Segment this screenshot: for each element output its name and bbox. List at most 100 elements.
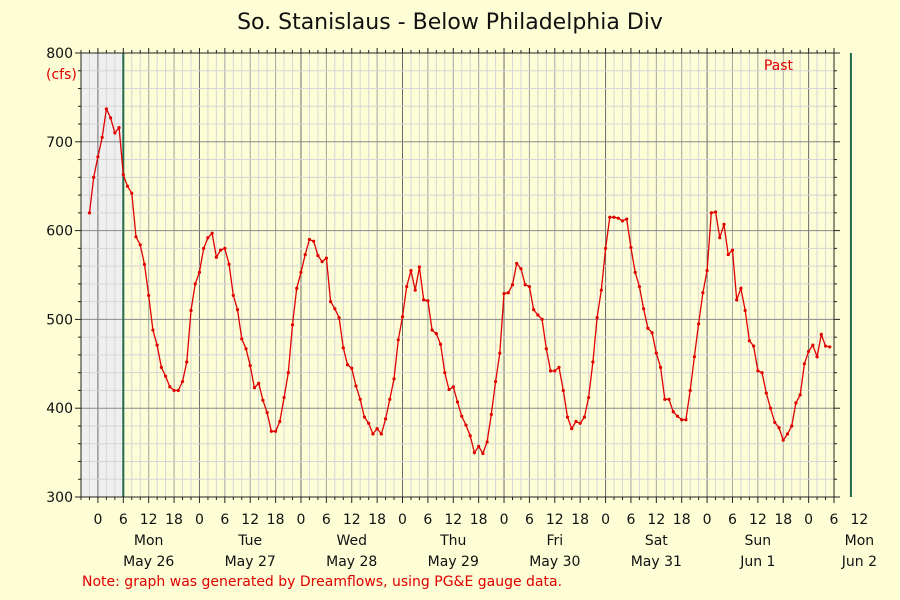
x-hour-label: 6 <box>423 512 432 528</box>
x-day-label: Thu <box>439 533 466 549</box>
data-point <box>388 397 392 401</box>
x-date-label: May 27 <box>225 554 276 570</box>
data-point <box>278 419 282 424</box>
data-point <box>773 420 777 425</box>
data-point <box>489 412 493 417</box>
data-point <box>481 451 485 456</box>
x-hour-label: 6 <box>220 512 229 528</box>
y-tick-label: 800 <box>46 46 73 62</box>
x-hour-label: 18 <box>774 512 792 528</box>
data-point <box>802 362 806 366</box>
x-hour-label: 18 <box>571 512 589 528</box>
data-point <box>591 360 595 364</box>
data-point <box>472 451 477 455</box>
data-point <box>413 288 417 292</box>
data-point <box>455 400 460 404</box>
data-point <box>684 418 688 422</box>
chart-title: So. Stanislaus - Below Philadelphia Div <box>237 10 663 35</box>
data-point <box>468 434 472 438</box>
x-hour-label: 0 <box>804 512 813 528</box>
data-point <box>134 235 138 239</box>
data-point <box>227 262 231 266</box>
x-hour-label: 0 <box>398 512 407 528</box>
data-point <box>502 292 506 296</box>
data-point <box>730 248 735 252</box>
footnote: Note: graph was generated by Dreamflows,… <box>82 574 563 590</box>
data-point <box>358 397 362 401</box>
data-point <box>574 419 578 424</box>
data-point <box>383 417 388 421</box>
data-point <box>561 388 565 393</box>
data-point <box>400 315 405 319</box>
data-point <box>443 371 447 375</box>
x-date-label: May 31 <box>631 554 682 570</box>
data-point <box>798 393 802 397</box>
data-point <box>96 155 100 159</box>
data-point <box>815 355 819 359</box>
data-point <box>510 283 515 287</box>
data-point <box>642 307 646 311</box>
data-point <box>147 293 151 298</box>
data-point <box>426 299 430 303</box>
x-day-label: Wed <box>336 533 367 549</box>
data-point <box>219 248 223 252</box>
data-point <box>612 215 616 219</box>
x-hour-label: 6 <box>322 512 331 528</box>
x-day-label: Sat <box>645 533 668 549</box>
data-point <box>620 219 625 223</box>
data-point <box>493 379 498 384</box>
data-point <box>819 332 823 337</box>
data-point <box>109 116 113 120</box>
data-point <box>180 379 185 384</box>
x-hour-label: 12 <box>647 512 665 528</box>
data-point <box>460 414 464 418</box>
data-point <box>553 369 557 373</box>
data-point <box>671 410 675 414</box>
period-markers <box>122 53 852 497</box>
data-point <box>768 406 773 410</box>
data-point <box>345 363 350 367</box>
series-group <box>87 106 832 456</box>
data-point <box>519 267 523 271</box>
x-hour-label: 0 <box>93 512 102 528</box>
shaded-regions <box>81 53 124 497</box>
x-day-label: Tue <box>237 533 262 549</box>
data-point <box>354 384 358 388</box>
data-point <box>193 282 197 286</box>
y-tick-label: 300 <box>46 490 73 506</box>
grid-lines <box>80 52 835 498</box>
data-point <box>650 331 654 335</box>
data-point <box>214 255 218 259</box>
data-point <box>328 300 333 304</box>
data-point <box>113 131 117 135</box>
data-point <box>608 215 612 219</box>
data-point <box>790 424 794 428</box>
data-point <box>451 385 455 389</box>
data-point <box>587 395 591 400</box>
data-point <box>104 107 108 111</box>
data-point <box>316 253 320 258</box>
data-point <box>747 339 751 343</box>
data-point <box>307 237 312 242</box>
data-point <box>675 414 680 418</box>
x-hour-label: 0 <box>601 512 610 528</box>
data-point <box>324 256 328 260</box>
data-point <box>603 246 608 250</box>
x-day-label: Mon <box>134 533 164 549</box>
data-point <box>735 298 739 302</box>
data-point <box>269 429 273 433</box>
y-tick-label: 500 <box>46 312 73 328</box>
x-hour-label: 18 <box>165 512 183 528</box>
data-point <box>752 344 756 348</box>
data-point <box>781 438 785 442</box>
x-hour-label: 18 <box>470 512 488 528</box>
data-point <box>375 427 379 431</box>
data-point <box>117 125 121 130</box>
data-point <box>646 326 650 330</box>
data-point <box>295 286 299 290</box>
data-point <box>172 388 176 393</box>
data-point <box>739 286 743 290</box>
data-point <box>155 343 159 347</box>
data-point <box>290 323 295 327</box>
x-hour-label: 6 <box>626 512 635 528</box>
